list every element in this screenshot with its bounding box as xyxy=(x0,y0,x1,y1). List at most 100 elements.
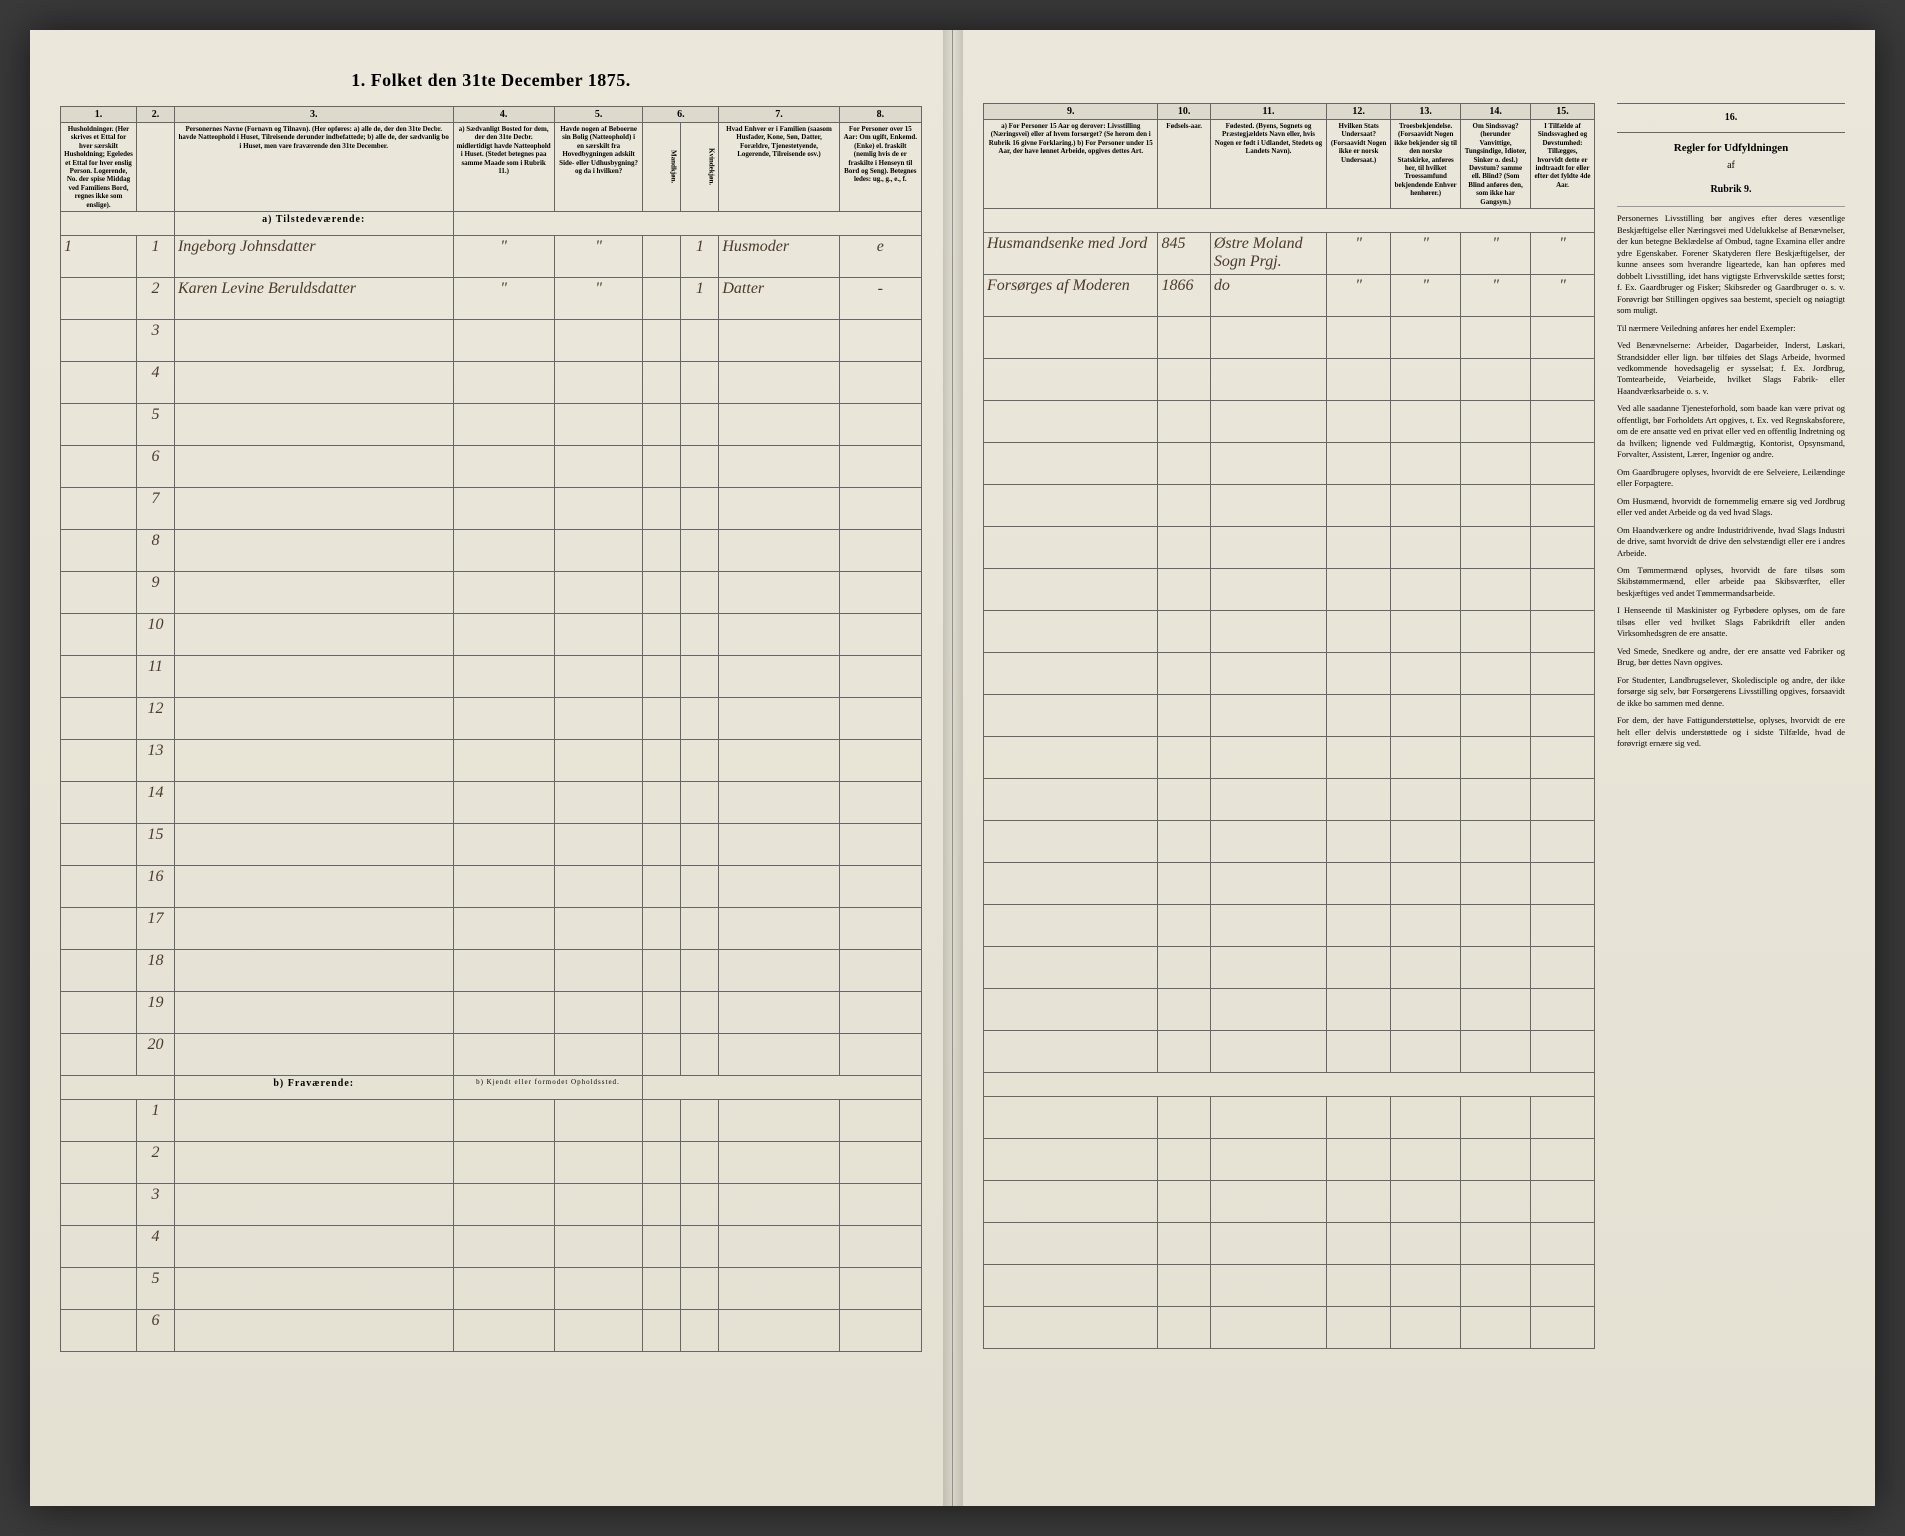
name-1: Ingeborg Johnsdatter xyxy=(174,235,453,277)
ledger-table-left: 1. 2. 3. 4. 5. 6. 7. 8. Husholdninger. (… xyxy=(60,106,922,1352)
empty-row: 16 xyxy=(61,865,922,907)
c6b-1: 1 xyxy=(681,235,719,277)
p10: Ved Smede, Snedkere og andre, der ere an… xyxy=(1617,646,1845,669)
section-a-spacer-r xyxy=(984,208,1595,232)
rownum-2: 2 xyxy=(136,277,174,319)
name-2: Karen Levine Beruldsdatter xyxy=(174,277,453,319)
empty-row xyxy=(984,1306,1595,1348)
col-num-row-r: 9. 10. 11. 12. 13. 14. 15. xyxy=(984,104,1595,120)
empty-row xyxy=(984,736,1595,778)
c11-1: Østre Moland Sogn Prgj. xyxy=(1210,232,1326,274)
empty-row xyxy=(984,904,1595,946)
c13-1: " xyxy=(1391,232,1461,274)
right-page: 9. 10. 11. 12. 13. 14. 15. a) For Person… xyxy=(953,30,1875,1506)
section-b-label: b) Fraværende: xyxy=(174,1075,453,1099)
empty-row: 8 xyxy=(61,529,922,571)
col-9-num: 9. xyxy=(984,104,1158,120)
left-page: 1. Folket den 31te December 1875. 1. 2. … xyxy=(30,30,953,1506)
empty-row: 3 xyxy=(61,319,922,361)
empty-row: 12 xyxy=(61,697,922,739)
section-b-row: b) Fraværende: b) Kjendt eller formodet … xyxy=(61,1075,922,1099)
c5-1: " xyxy=(554,235,643,277)
col-header-row-r: a) For Personer 15 Aar og derover: Livss… xyxy=(984,120,1595,209)
p9: I Henseende til Maskinister og Fyrbødere… xyxy=(1617,605,1845,639)
col-15-num: 15. xyxy=(1530,104,1594,120)
c5-2: " xyxy=(554,277,643,319)
p6: Om Husmænd, hvorvidt de fornemmelig ernæ… xyxy=(1617,496,1845,519)
data-row-1: 1 1 Ingeborg Johnsdatter " " 1 Husmoder … xyxy=(61,235,922,277)
col-3-num: 3. xyxy=(174,107,453,123)
c11-2: do xyxy=(1210,274,1326,316)
c7-1: Husmoder xyxy=(719,235,839,277)
hushold-1: 1 xyxy=(61,235,137,277)
col-1-num: 1. xyxy=(61,107,137,123)
col-6-num: 6. xyxy=(643,107,719,123)
p3: Ved Benævnelserne: Arbeider, Dagarbeider… xyxy=(1617,340,1845,397)
empty-row xyxy=(984,526,1595,568)
rules-column: 16. Regler for Udfyldningen af Rubrik 9.… xyxy=(1605,103,1845,1349)
h13: Troesbekjendelse. (Forsaavidt Nogen ikke… xyxy=(1391,120,1461,209)
empty-row: 9 xyxy=(61,571,922,613)
col-14-num: 14. xyxy=(1461,104,1531,120)
empty-row xyxy=(984,694,1595,736)
c10-1: 845 xyxy=(1158,232,1210,274)
page-title: 1. Folket den 31te December 1875. xyxy=(60,70,922,91)
col-5-num: 5. xyxy=(554,107,643,123)
h15: I Tilfælde af Sindssvaghed og Døvstumhed… xyxy=(1530,120,1594,209)
h3: Personernes Navne (Fornavn og Tilnavn). … xyxy=(174,123,453,212)
p8: Om Tømmermænd oplyses, hvorvidt de fare … xyxy=(1617,565,1845,599)
h6a: Mandkjøn. xyxy=(643,123,681,212)
empty-row xyxy=(984,778,1595,820)
empty-row: 5 xyxy=(61,1267,922,1309)
col-2-num: 2. xyxy=(136,107,174,123)
empty-row xyxy=(984,358,1595,400)
h6b: Kvindekjøn. xyxy=(681,123,719,212)
c12-1: " xyxy=(1327,232,1391,274)
h1: Husholdninger. (Her skrives et Ettal for… xyxy=(61,123,137,212)
col-8-num: 8. xyxy=(839,107,921,123)
data-row-1-r: Husmandsenke med Jord 845 Østre Moland S… xyxy=(984,232,1595,274)
c14-2: " xyxy=(1461,274,1531,316)
col-10-num: 10. xyxy=(1158,104,1210,120)
empty-row xyxy=(984,1222,1595,1264)
c6b-2: 1 xyxy=(681,277,719,319)
c8-1: e xyxy=(839,235,921,277)
c4-2: " xyxy=(453,277,554,319)
p5: Om Gaardbrugere oplyses, hvorvidt de ere… xyxy=(1617,467,1845,490)
empty-row: 5 xyxy=(61,403,922,445)
p1: Personernes Livsstilling bør angives eft… xyxy=(1617,213,1845,316)
empty-row: 13 xyxy=(61,739,922,781)
p2: Til nærmere Veiledning anføres her endel… xyxy=(1617,323,1845,334)
empty-row xyxy=(984,610,1595,652)
empty-row: 18 xyxy=(61,949,922,991)
empty-row xyxy=(984,316,1595,358)
col-12-num: 12. xyxy=(1327,104,1391,120)
section-a-row: a) Tilstedeværende: xyxy=(61,211,922,235)
h2 xyxy=(136,123,174,212)
section-b-spacer-r xyxy=(984,1072,1595,1096)
empty-row: 17 xyxy=(61,907,922,949)
col-16-num: 16. xyxy=(1617,108,1845,128)
h8: For Personer over 15 Aar: Om ugift, Enke… xyxy=(839,123,921,212)
section-a-label: a) Tilstedeværende: xyxy=(174,211,453,235)
side-title: Regler for Udfyldningen xyxy=(1617,141,1845,156)
empty-row: 11 xyxy=(61,655,922,697)
empty-row xyxy=(984,652,1595,694)
section-b-note: b) Kjendt eller formodet Opholdssted. xyxy=(453,1075,643,1099)
empty-row xyxy=(984,442,1595,484)
empty-row xyxy=(984,1138,1595,1180)
empty-row: 2 xyxy=(61,1141,922,1183)
ledger-table-right: 9. 10. 11. 12. 13. 14. 15. a) For Person… xyxy=(983,103,1595,1349)
empty-row xyxy=(984,988,1595,1030)
p12: For dem, der have Fattigunderstøttelse, … xyxy=(1617,715,1845,749)
empty-row: 14 xyxy=(61,781,922,823)
empty-row xyxy=(984,1096,1595,1138)
c13-2: " xyxy=(1391,274,1461,316)
empty-row xyxy=(984,862,1595,904)
c9-1: Husmandsenke med Jord xyxy=(984,232,1158,274)
empty-row xyxy=(984,400,1595,442)
c15-2: " xyxy=(1530,274,1594,316)
c14-1: " xyxy=(1461,232,1531,274)
col-header-row: Husholdninger. (Her skrives et Ettal for… xyxy=(61,123,922,212)
h14: Om Sindssvag? (herunder Vanvittige, Tung… xyxy=(1461,120,1531,209)
